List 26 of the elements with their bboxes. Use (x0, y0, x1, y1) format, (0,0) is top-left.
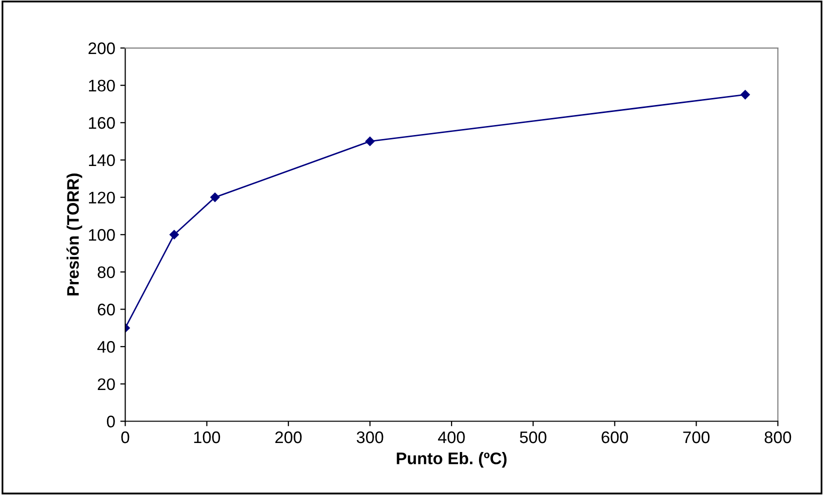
y-tick-label: 0 (106, 416, 115, 428)
y-tick-label: 120 (88, 192, 115, 204)
x-tick-label: 700 (683, 431, 710, 444)
point (740, 90, 750, 100)
x-tick-label: 200 (275, 431, 302, 444)
x-tick-label: 800 (764, 431, 792, 444)
x-tick-label: 300 (356, 431, 384, 444)
y-axis-title: Presión (TORR) (66, 174, 82, 296)
x-tick-label: 400 (438, 431, 465, 444)
y-tick-label: 60 (98, 304, 115, 316)
y-tick-label: 180 (88, 80, 115, 92)
y-tick-label: 140 (88, 154, 115, 166)
point (365, 136, 375, 146)
y-tick-label: 40 (97, 341, 115, 353)
y-tick-label: 20 (98, 378, 115, 390)
x-axis-title: Punto Eb. (ºC) (396, 452, 507, 468)
y-tick-label: 100 (88, 229, 115, 241)
x-tick-label: 100 (194, 431, 220, 444)
point (210, 192, 220, 202)
y-tick-label: 80 (98, 266, 115, 278)
y-tick-label: 160 (88, 117, 115, 129)
x-tick-label: 600 (602, 431, 628, 444)
point (170, 230, 179, 240)
x-tick-label: 0 (121, 431, 130, 444)
x-tick-label: 500 (520, 431, 546, 444)
y-tick-label: 200 (88, 42, 115, 54)
